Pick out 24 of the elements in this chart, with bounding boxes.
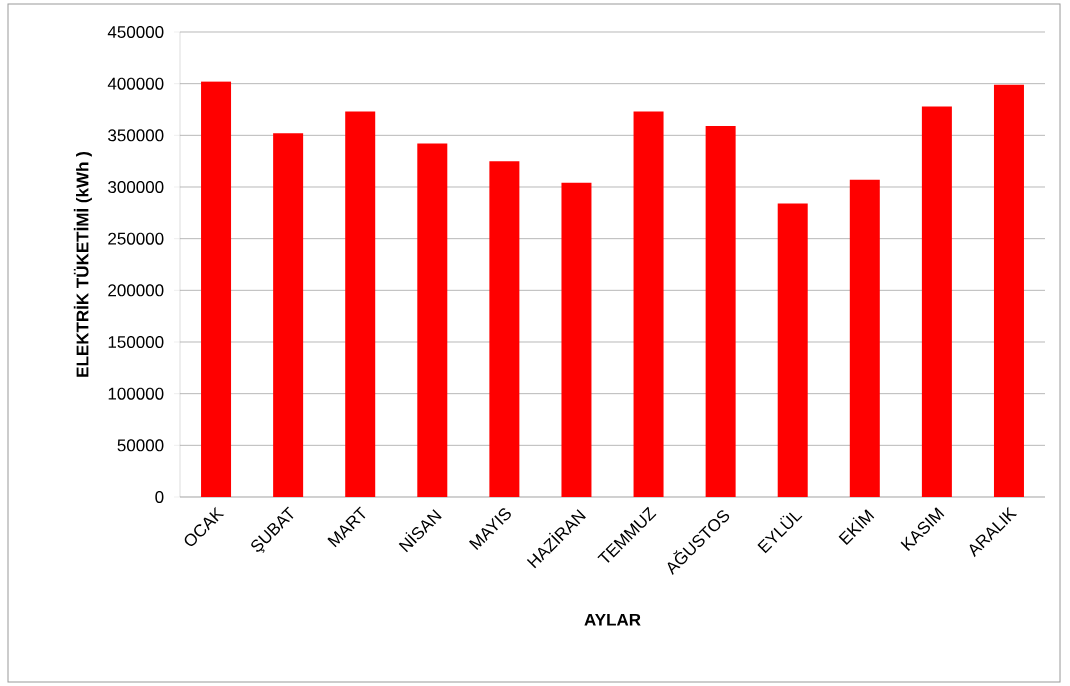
y-tick-label: 100000 <box>108 387 164 400</box>
bar <box>633 111 664 497</box>
y-axis-title: ELEKTRİK TÜKETİMİ (kWh ) <box>73 152 92 377</box>
bar <box>273 133 304 497</box>
x-axis-title: AYLAR <box>584 613 641 626</box>
bar <box>921 106 952 497</box>
bar <box>561 182 592 497</box>
y-tick-label: 450000 <box>107 25 164 39</box>
y-tick-label: 400000 <box>107 77 164 90</box>
bar <box>849 179 880 497</box>
bar <box>345 111 376 497</box>
y-tick-label: 300000 <box>108 180 164 194</box>
bar <box>705 126 736 497</box>
bar <box>993 84 1024 497</box>
bar <box>201 81 232 497</box>
bar <box>777 203 808 497</box>
y-tick-label: 150000 <box>108 335 164 349</box>
y-tick-label: 350000 <box>108 129 164 142</box>
y-tick-label: 200000 <box>108 284 164 297</box>
bar <box>417 143 448 497</box>
y-tick-label: 250000 <box>108 232 164 245</box>
bar <box>489 161 520 497</box>
y-tick-label: 50000 <box>117 439 164 452</box>
y-tick-label: 0 <box>155 490 164 504</box>
